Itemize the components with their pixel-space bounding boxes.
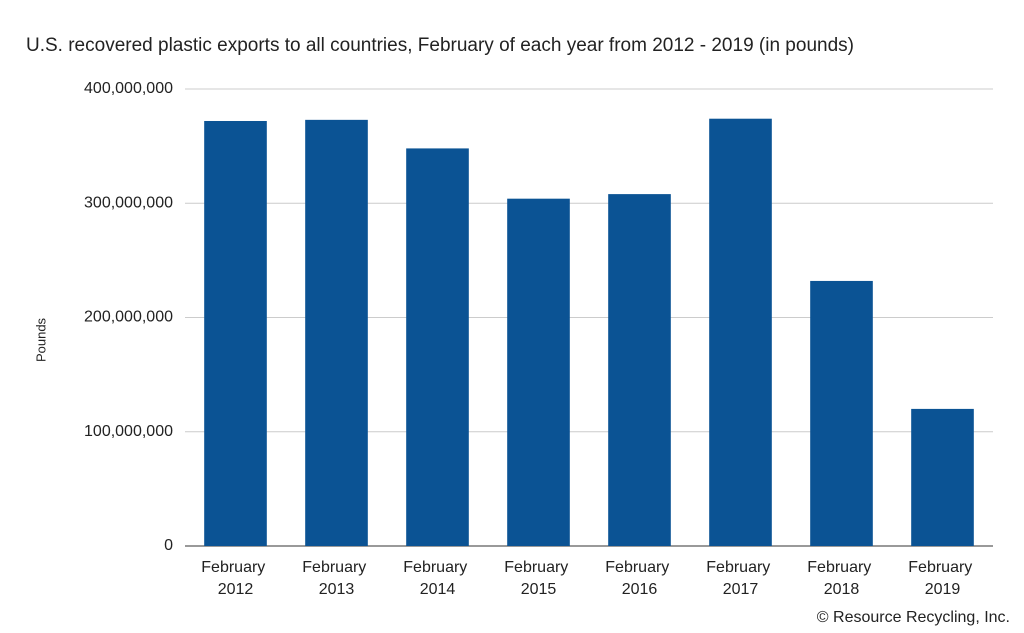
bar (507, 198, 570, 546)
bar (608, 194, 671, 547)
y-axis-label: Pounds (33, 317, 48, 362)
source-note: © Resource Recycling, Inc. (817, 609, 1010, 626)
x-tick-label: February 2018 (807, 559, 875, 598)
bar (709, 118, 772, 546)
x-tick-label: February 2017 (706, 559, 774, 598)
x-tick-label: February 2019 (908, 559, 976, 598)
y-tick-label: 0 (164, 537, 173, 554)
x-tick-label: February 2014 (403, 559, 471, 598)
bar (204, 120, 267, 547)
y-tick-label: 300,000,000 (84, 194, 173, 211)
x-tick-label: February 2013 (302, 559, 370, 598)
y-tick-label: 100,000,000 (84, 423, 173, 440)
x-tick-label: February 2015 (504, 559, 572, 598)
x-tick-label: February 2016 (605, 559, 673, 598)
chart-title: U.S. recovered plastic exports to all co… (26, 35, 854, 56)
bar (911, 408, 974, 546)
x-tick-label: February 2012 (201, 559, 269, 598)
bar (305, 119, 368, 546)
bar (406, 148, 469, 546)
y-tick-label: 400,000,000 (84, 80, 173, 97)
bar (810, 280, 873, 546)
y-tick-label: 200,000,000 (84, 309, 173, 326)
